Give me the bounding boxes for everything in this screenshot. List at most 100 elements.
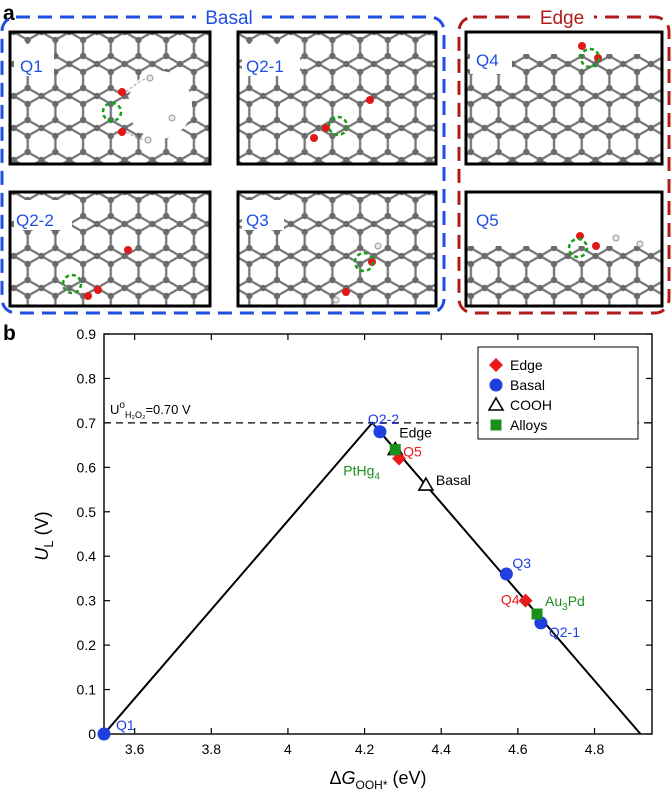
x-tick-label: 4.8 [585,741,605,757]
point-basal [97,727,111,741]
model-q3-label-bg [242,200,284,230]
legend-label-alloys: Alloys [510,417,547,433]
model-q1: Q1 [8,30,212,166]
xlabel-sub: OOH* [356,778,388,792]
model-q5-adsorbates [567,232,644,259]
model-q2-2: Q2-2 [8,190,212,308]
xlabel-delta: Δ [329,768,341,788]
model-q2-2-adsorbates [61,246,132,300]
point-basal [534,616,548,630]
y-ticks: 0 0.1 0.2 0.3 0.4 0.5 0.6 0.7 0.8 0.9 [77,326,652,742]
model-q4-label: Q4 [476,51,499,70]
point-alloys [531,608,543,620]
ylabel-sub: L [41,540,56,547]
model-q2-1-label: Q2-1 [246,57,284,76]
model-q1-frame [8,30,212,166]
legend: Edge Basal COOH Alloys [477,346,639,440]
edge-group-title: Edge [540,8,584,29]
legend-marker-edge [489,358,503,372]
model-q4-top-vacuum [466,32,662,54]
model-q2-2-frame [8,190,212,308]
panel-b-letter: b [3,322,16,345]
model-q1-label: Q1 [20,57,43,76]
legend-items: Edge Basal COOH Alloys [487,357,552,433]
eq-label-base: U [110,402,119,417]
model-q2-1-frame [236,30,438,166]
point-cooh [417,476,435,491]
x-axis-label: ΔGOOH* (eV) [329,768,426,792]
x-tick-label: 3.8 [202,741,222,757]
model-q1-label-bg [14,44,54,76]
y-tick-label: 0.6 [77,459,97,475]
y-tick-label: 0.8 [77,370,97,386]
model-q3-label: Q3 [246,211,269,230]
model-q5-top-vacuum [466,192,662,246]
legend-label-edge: Edge [510,357,543,373]
point-label-edge: Q4 [501,592,520,608]
eq-label-sub: H₂O₂ [125,410,146,420]
point-label-basal: Q3 [512,555,531,571]
point-labels: Q1 Q2-2 Q3 Q2-1 Q5 Q4 Edge Basal PtHg4 Au3Pd [116,411,585,733]
model-q5-frame [464,190,664,308]
model-q4-adsorbates [578,42,602,69]
y-tick-label: 0 [88,726,96,742]
y-tick-label: 0.4 [77,548,97,564]
point-label-basal: Q1 [116,717,135,733]
x-tick-label: 4.4 [431,741,451,757]
ylabel-italic: U [32,547,52,561]
x-ticks: 3.6 3.8 4 4.2 4.4 4.6 4.8 [125,334,605,757]
model-q2-1-label-bg [242,44,300,76]
x-tick-label: 4.2 [355,741,375,757]
point-alloys [389,444,401,456]
legend-marker-alloys [490,419,502,431]
point-label-basal: Q2-1 [549,624,580,640]
point-label-cooh: Edge [399,425,432,441]
x-tick-label: 3.6 [125,741,145,757]
basal-group-title: Basal [205,8,253,29]
ylabel-unit: (V) [32,511,52,540]
model-q5: Q5 [464,190,664,308]
point-label-alloys: Au3Pd [545,593,585,613]
model-q4-frame [464,30,664,166]
legend-box [477,346,639,440]
eq-label-sup: o [119,400,125,411]
model-q4: Q4 [464,30,664,166]
volcano-line [103,421,642,735]
alloy-label-end: Pd [568,593,585,609]
x-tick-label: 4 [284,741,292,757]
model-q1-vacancy [128,71,192,139]
point-label-basal: Q2-2 [368,411,399,427]
xlabel-italic: G [341,768,355,788]
model-q2-2-label-bg [14,200,72,230]
equilibrium-label: UoH₂O₂=0.70 V [110,400,191,420]
xlabel-unit: (eV) [388,768,427,788]
model-q2-1-adsorbates [310,96,374,142]
y-tick-label: 0.7 [77,415,97,431]
model-q4-label-bg [470,44,512,74]
model-q5-label: Q5 [476,211,499,230]
y-tick-label: 0.1 [77,682,97,698]
model-q3-adsorbates [332,242,382,304]
y-tick-label: 0.5 [77,504,97,520]
point-basal [373,425,387,439]
alloy-label-sub: 3 [562,602,568,613]
data-points [97,425,548,741]
point-edge [518,593,533,608]
volcano-chart: 3.6 3.8 4 4.2 4.4 4.6 4.8 00.10.20.30.40.50.60… [32,326,653,792]
eq-label-value: =0.70 V [145,402,191,417]
plot-frame [103,333,653,735]
y-tick-label: 0.9 [77,326,97,342]
y-axis-label: UL (V) [32,511,56,560]
x-tick-label: 4.6 [508,741,528,757]
point-basal [499,567,513,581]
model-q3: Q3 [236,190,438,308]
model-q2-1: Q2-1 [236,30,438,166]
point-label-cooh: Basal [436,472,471,488]
legend-marker-cooh [487,396,505,411]
legend-marker-basal [489,378,503,392]
y-tick-label: 0.2 [77,637,97,653]
panel-a: a Basal Edge Q1 [0,2,671,315]
alloy-label-sub: 4 [374,472,380,483]
model-q2-2-label: Q2-2 [16,211,54,230]
model-q1-adsorbates [101,74,176,144]
